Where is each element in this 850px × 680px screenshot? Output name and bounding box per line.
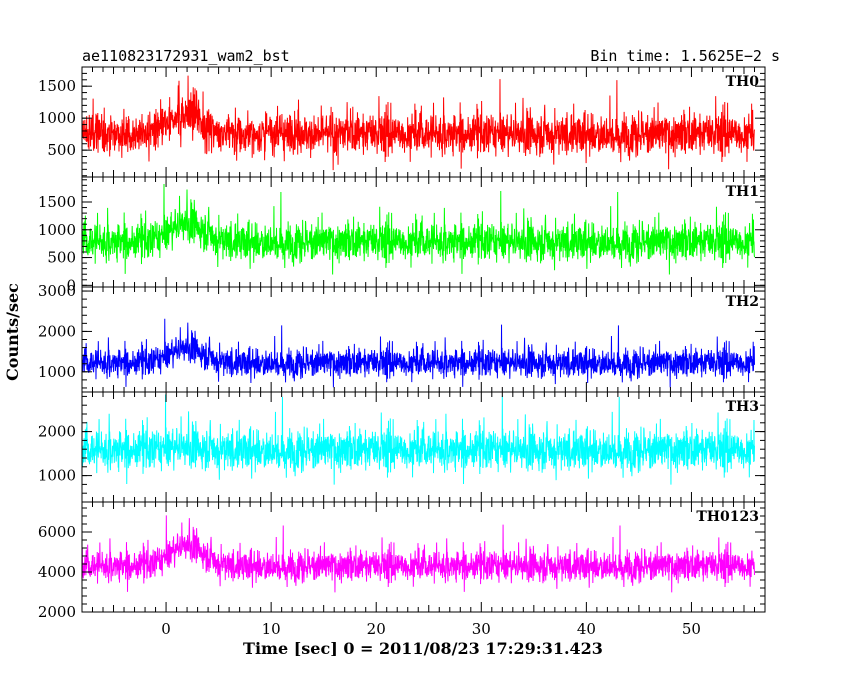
x-axis-label: Time [sec] 0 = 2011/08/23 17:29:31.423 <box>243 639 603 658</box>
series-line-th0123 <box>82 515 755 593</box>
y-tick-label: 3000 <box>38 282 76 300</box>
x-tick-label: 20 <box>367 620 386 638</box>
y-tick-label: 500 <box>47 249 76 267</box>
y-tick-label: 1000 <box>38 221 76 239</box>
y-tick-label: 2000 <box>38 322 76 340</box>
panel-name-label: TH1 <box>726 184 759 200</box>
panel-th0: 500 1000 1500 TH0 <box>38 66 766 178</box>
panel-name-label: TH2 <box>726 294 759 310</box>
y-axis-label: Counts/sec <box>3 283 22 381</box>
panel-name-label: TH0123 <box>696 509 759 525</box>
y-tick-label: 0 <box>66 276 76 294</box>
panel-frame <box>81 286 766 393</box>
chart-title: ae110823172931_wam2_bst <box>82 47 290 65</box>
y-tick-label: 2000 <box>38 423 76 441</box>
x-tick-label: 50 <box>682 620 701 638</box>
panel-th2: 1000 2000 3000 TH2 <box>38 282 766 393</box>
panel-th3: 1000 2000 TH3 <box>38 391 766 503</box>
y-tick-label: 1500 <box>38 193 76 211</box>
series-line-th0 <box>82 75 755 171</box>
panel-name-label: TH3 <box>726 399 759 415</box>
x-tick-label: 40 <box>577 620 596 638</box>
y-tick-label: 6000 <box>38 523 76 541</box>
x-tick-label: 0 <box>161 620 171 638</box>
y-tick-label: 2000 <box>38 603 76 621</box>
series-line-th3 <box>82 394 755 485</box>
y-tick-label: 4000 <box>38 563 76 581</box>
y-tick-label: 1000 <box>38 467 76 485</box>
series-line-th1 <box>82 183 755 275</box>
y-tick-label: 500 <box>47 141 76 159</box>
panels-group: 500 1000 1500 TH0 0 500 1000 1500 TH1 1000 2000 300… <box>38 66 766 621</box>
panel-th1: 0 500 1000 1500 TH1 <box>38 176 766 294</box>
x-tick-label: 30 <box>472 620 491 638</box>
panel-name-label: TH0 <box>726 74 760 90</box>
panel-th0123: 2000 4000 6000 TH0123 <box>38 501 766 621</box>
x-tick-label: 10 <box>262 620 281 638</box>
y-tick-label: 1000 <box>38 363 76 381</box>
y-tick-label: 1000 <box>38 109 76 127</box>
y-tick-label: 1500 <box>38 77 76 95</box>
x-axis: 0 10 20 30 40 50 <box>161 620 701 638</box>
series-line-th2 <box>82 318 755 388</box>
panel-frame <box>81 501 766 613</box>
bin-time-label: Bin time: 1.5625E−2 s <box>590 47 780 65</box>
